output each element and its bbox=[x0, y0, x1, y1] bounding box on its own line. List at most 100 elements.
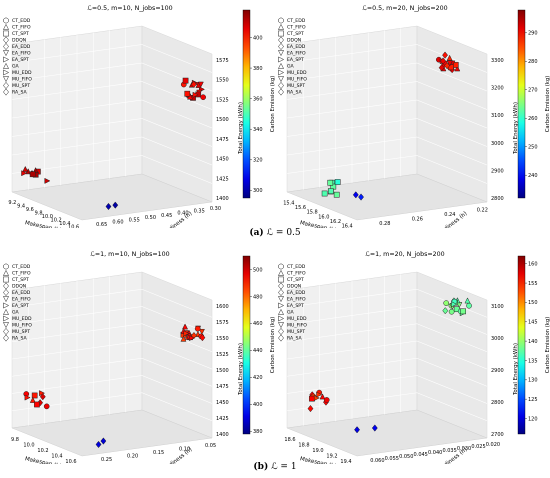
data-point bbox=[446, 54, 453, 61]
y-tick-label: 0.20 bbox=[127, 454, 138, 460]
colorbar bbox=[242, 9, 251, 199]
colorbar-tick-label: 125 bbox=[528, 397, 538, 403]
z-tick-label: 1450 bbox=[216, 400, 229, 406]
grid-line bbox=[286, 357, 488, 387]
z-tick-label: 1475 bbox=[216, 384, 229, 390]
y-tick-label: 0.55 bbox=[129, 217, 140, 223]
data-point bbox=[100, 437, 107, 445]
legend-label: GA bbox=[287, 64, 295, 70]
data-point bbox=[29, 396, 36, 403]
z-tick-label: 1525 bbox=[216, 352, 229, 358]
colorbar-label: Carbon Emission (kg) bbox=[545, 76, 550, 133]
data-point bbox=[277, 296, 285, 303]
legend-label: CT_SPT bbox=[12, 277, 29, 283]
data-point bbox=[321, 190, 328, 197]
data-point bbox=[3, 327, 9, 336]
colorbar-tick-label: 155 bbox=[528, 281, 538, 287]
legend-label: MU_SPT bbox=[12, 329, 30, 335]
data-point bbox=[191, 331, 197, 340]
z-tick-label: 1400 bbox=[216, 432, 229, 438]
colorbar bbox=[517, 255, 526, 435]
data-point bbox=[442, 51, 448, 59]
data-point bbox=[43, 403, 50, 410]
data-point bbox=[358, 193, 364, 201]
data-point bbox=[39, 393, 46, 401]
data-point bbox=[316, 391, 323, 398]
data-point bbox=[34, 401, 40, 408]
legend-label: EA_FIFO bbox=[287, 297, 306, 303]
chart-panel-3: ℒ=1, m=10, N_jobs=100 1400 1425 1450 1475 150… bbox=[0, 246, 275, 474]
grid-line bbox=[11, 375, 213, 404]
data-point bbox=[21, 170, 28, 177]
data-point bbox=[200, 94, 207, 101]
grid-line bbox=[286, 323, 488, 353]
legend-label: CT_EDD bbox=[12, 18, 31, 24]
legend-label: MU_FIFO bbox=[12, 323, 32, 329]
legend-label: CT_FIFO bbox=[12, 271, 31, 277]
data-point bbox=[278, 315, 285, 322]
z-tick-label: 1550 bbox=[216, 78, 229, 84]
colorbar-tick-label: 250 bbox=[528, 145, 538, 151]
chart-title: ℒ=0.5, m=20, N_jobs=200 bbox=[362, 5, 447, 12]
legend-label: CT_EDD bbox=[287, 18, 306, 24]
grid-line bbox=[11, 306, 213, 335]
y-tick-label: 0.30 bbox=[210, 206, 221, 212]
legend-label: RA_SA bbox=[12, 90, 27, 96]
grid-line bbox=[11, 118, 213, 147]
data-point bbox=[183, 330, 190, 337]
legend-label: GA bbox=[287, 310, 295, 316]
data-point bbox=[24, 394, 31, 401]
data-point bbox=[448, 308, 455, 315]
data-point bbox=[278, 334, 284, 342]
y-tick-label: 0.040 bbox=[428, 450, 442, 456]
data-point bbox=[277, 50, 285, 57]
data-point bbox=[440, 57, 447, 65]
legend-label: EA_SPT bbox=[12, 57, 29, 63]
y-tick-label: 0.26 bbox=[412, 216, 423, 222]
y-tick-label: 0.055 bbox=[385, 456, 399, 462]
grid bbox=[286, 28, 488, 190]
data-point bbox=[3, 56, 10, 63]
legend-label: CT_FIFO bbox=[287, 271, 306, 277]
data-point bbox=[3, 302, 10, 309]
chart-panel-4: ℒ=1, m=20, N_jobs=200 2700 2800 2900 3000 310… bbox=[275, 246, 550, 474]
data-point bbox=[278, 282, 284, 290]
z-tick-label: 1500 bbox=[216, 117, 229, 123]
legend-label: MU_EDD bbox=[287, 316, 307, 322]
data-point bbox=[277, 76, 285, 83]
data-point bbox=[454, 65, 461, 72]
colorbar-label: Carbon Emission (kg) bbox=[545, 317, 550, 374]
legend-label: MU_EDD bbox=[12, 316, 32, 322]
chart-title: ℒ=1, m=20, N_jobs=200 bbox=[365, 251, 444, 258]
y-tick-label: 0.030 bbox=[457, 446, 471, 452]
grid-line bbox=[11, 155, 213, 184]
grid-line bbox=[286, 62, 488, 92]
data-point bbox=[95, 440, 102, 449]
data-point bbox=[278, 81, 284, 90]
colorbar-tick-label: 400 bbox=[253, 35, 263, 41]
data-point bbox=[352, 191, 359, 199]
data-point bbox=[192, 91, 199, 98]
y-axis-label: Avg. Tardiness (h) bbox=[151, 211, 193, 228]
grid-line bbox=[11, 340, 213, 370]
y-tick-label: 0.025 bbox=[471, 444, 485, 450]
legend-label: EA_SPT bbox=[287, 303, 304, 309]
data-point bbox=[278, 36, 284, 44]
legend: CT_EDDCT_FIFOCT_SPTDDQNEA_EDDEA_FIFOEA_S… bbox=[277, 263, 307, 342]
colorbar-tick-label: 135 bbox=[528, 358, 538, 364]
x-axis-label: Makespan (h) bbox=[299, 456, 337, 464]
x-axis-label: Makespan (h) bbox=[24, 220, 62, 228]
data-point bbox=[444, 62, 450, 70]
x-tick-label: 10.6 bbox=[68, 224, 79, 228]
x-tick-label: 10.0 bbox=[42, 214, 53, 220]
z-tick-label: 3100 bbox=[491, 113, 504, 119]
legend-label: CT_FIFO bbox=[287, 25, 306, 31]
z-tick-label: 3200 bbox=[491, 86, 504, 92]
z-tick-label: 2900 bbox=[491, 168, 504, 174]
data-point bbox=[182, 323, 189, 330]
data-point bbox=[327, 188, 334, 195]
y-tick-label: 0.50 bbox=[145, 215, 156, 221]
x-tick-label: 10.6 bbox=[65, 459, 76, 464]
colorbar-tick-label: 380 bbox=[253, 66, 263, 72]
legend-label: EA_FIFO bbox=[287, 51, 306, 57]
